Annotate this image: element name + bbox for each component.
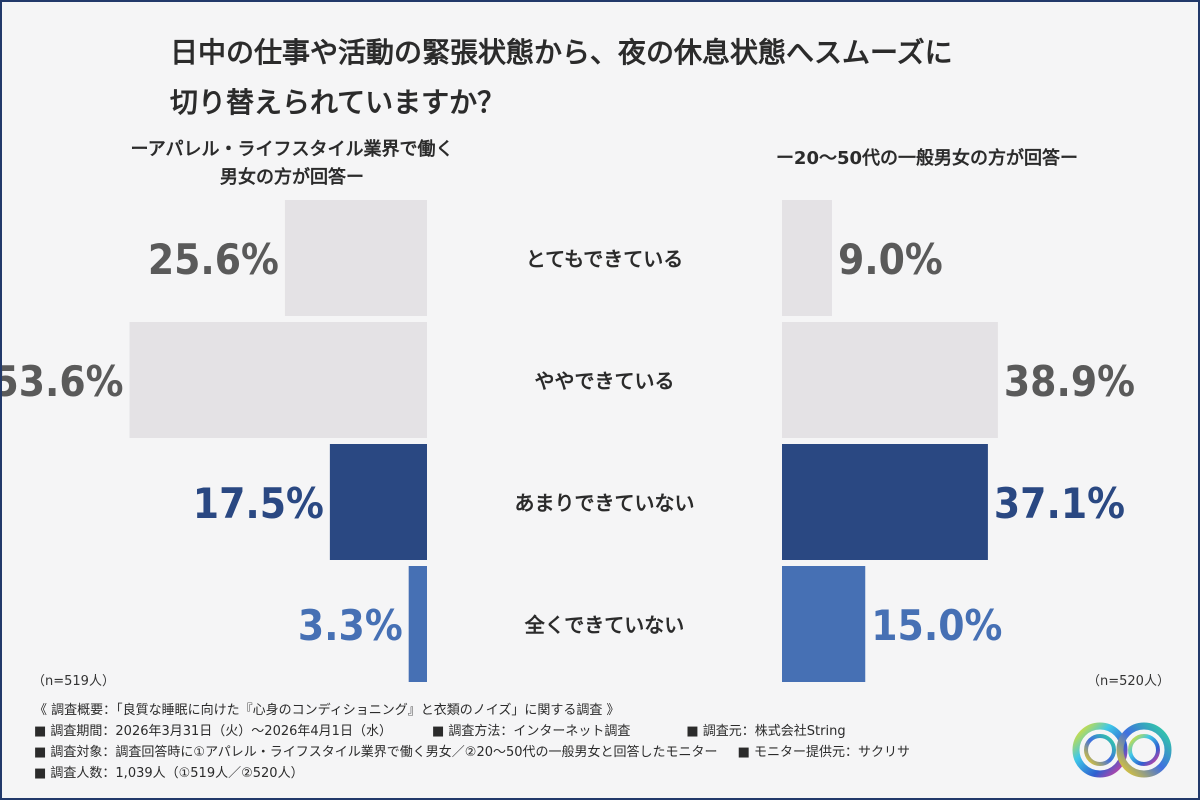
survey-count: ■ 調査人数：1,039人（①519人／②520人） [34, 766, 304, 781]
right-bar-2 [782, 322, 998, 438]
footer-row-1: ■ 調査期間：2026年3月31日（火）〜2026年4月1日（水） ■ 調査方法：… [34, 721, 910, 742]
right-value-label-4: 15.0% [871, 601, 1002, 650]
right-bar-4 [782, 566, 866, 682]
right-subtitle: ー20〜50代の一般男女の方が回答ー [732, 145, 1122, 173]
overview-heading: 《 調査概要：「良質な睡眠に向けた『心身のコンディショニング』と衣類のノイズ」に… [34, 703, 620, 718]
left-value-label-1: 25.6% [148, 235, 279, 284]
right-bar-3 [782, 444, 988, 560]
right-value-label-2: 38.9% [1004, 357, 1135, 406]
right-subtitle-line-1: ー20〜50代の一般男女の方が回答ー [775, 148, 1079, 169]
left-value-label-2: 53.6% [2, 357, 124, 406]
butterfly-bar-chart: 25.6% 9.0% とてもできている 53.6% 38.9% ややできている 17.5% 3… [2, 200, 1135, 682]
category-label-4: 全くできていない [524, 613, 684, 637]
left-sample-size: （n=519人） [32, 674, 115, 689]
monitor-provider: ■ モニター提供元：サクリサ [737, 745, 910, 760]
category-label-2: ややできている [535, 369, 675, 393]
right-value-label-1: 9.0% [838, 235, 943, 284]
right-value-label-3: 37.1% [994, 479, 1125, 528]
left-bar-4 [408, 566, 427, 682]
survey-source: ■ 調査元：株式会社String [686, 724, 846, 739]
left-bar-3 [329, 444, 427, 560]
left-subtitle: ーアパレル・ライフスタイル業界で働く 男女の方が回答ー [72, 136, 512, 192]
survey-period: ■ 調査期間：2026年3月31日（火）〜2026年4月1日（水） [34, 724, 392, 739]
category-label-3: あまりできていない [515, 491, 695, 515]
category-label-1: とてもできている [526, 247, 684, 271]
left-subtitle-line-2: 男女の方が回答ー [220, 167, 364, 188]
right-sample-size: （n=520人） [1087, 674, 1170, 689]
survey-method: ■ 調査方法：インターネット調査 [431, 724, 631, 739]
left-bar-2 [129, 322, 427, 438]
right-bar-1 [782, 200, 832, 316]
left-value-label-4: 3.3% [298, 601, 403, 650]
survey-overview: 《 調査概要：「良質な睡眠に向けた『心身のコンディショニング』と衣類のノイズ」に… [34, 700, 910, 784]
survey-target: ■ 調査対象：調査回答時に①アパレル・ライフスタイル業界で働く男女／②20〜50… [34, 745, 718, 760]
left-value-label-3: 17.5% [193, 479, 324, 528]
chart-title: 日中の仕事や活動の緊張状態から、夜の休息状態へスムーズに 切り替えられていますか… [170, 28, 1070, 128]
title-line-2: 切り替えられていますか？ [170, 86, 506, 119]
footer-row-2: ■ 調査対象：調査回答時に①アパレル・ライフスタイル業界で働く男女／②20〜50… [34, 742, 910, 763]
left-subtitle-line-1: ーアパレル・ライフスタイル業界で働く [130, 139, 454, 160]
title-line-1: 日中の仕事や活動の緊張状態から、夜の休息状態へスムーズに [170, 36, 953, 69]
left-bar-1 [284, 200, 427, 316]
company-logo [1072, 722, 1172, 778]
